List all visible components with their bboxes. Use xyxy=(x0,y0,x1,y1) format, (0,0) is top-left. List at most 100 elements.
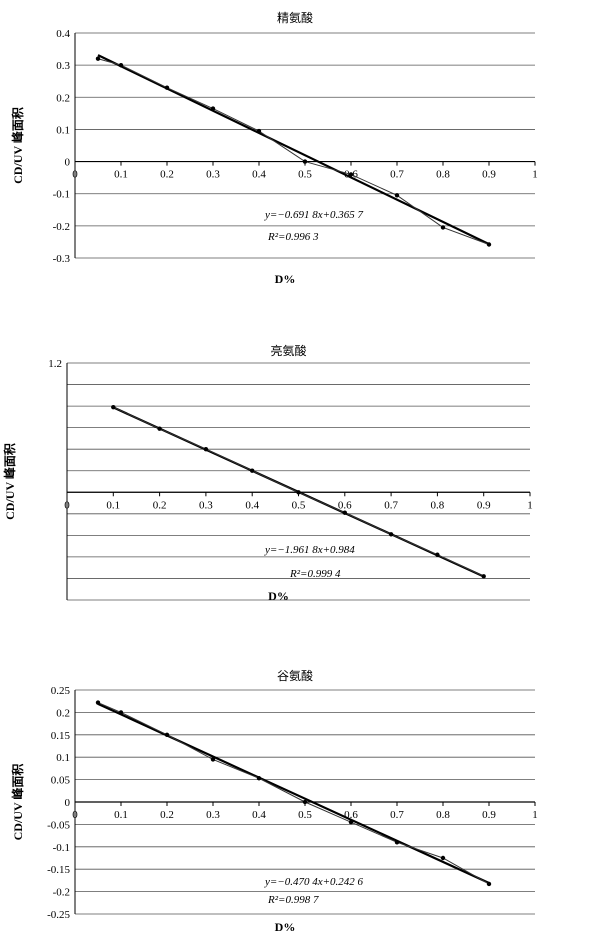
trend-line xyxy=(97,702,490,884)
y-tick-label: 0.1 xyxy=(56,124,70,136)
data-point xyxy=(348,172,354,177)
data-point xyxy=(256,776,262,781)
y-tick-label: -0.1 xyxy=(53,842,70,854)
x-tick-label: 1 xyxy=(527,499,533,511)
y-tick-label: 0.1 xyxy=(56,752,70,764)
chart-glutamic-svg: 谷氨酸 0.25 0.2 0.15 0.1 0.05 0 -0.05 -0.1 -0.15 -0.2… xyxy=(10,668,538,934)
data-point xyxy=(486,881,492,887)
data-point xyxy=(394,193,400,198)
x-tick-label: 0.8 xyxy=(436,169,450,181)
trendline-equation: y=−1.961 8x+0.984 xyxy=(264,544,355,556)
x-tick-label: 0.6 xyxy=(338,499,352,511)
y-tick-label: -0.3 xyxy=(53,253,71,265)
y-tick-label: 0.3 xyxy=(56,60,70,72)
x-tick-label: 0.3 xyxy=(206,169,220,181)
data-point xyxy=(342,510,347,515)
data-point xyxy=(95,56,101,61)
data-point xyxy=(388,532,394,537)
y-tick-label: 0.2 xyxy=(56,92,70,104)
chart-glutamic: 谷氨酸 0.25 0.2 0.15 0.1 0.05 0 -0.05 -0.1 -0.15 -0.2… xyxy=(0,660,596,940)
x-tick-label: 0.1 xyxy=(114,809,128,821)
data-point xyxy=(210,106,216,111)
x-tick-label: 0.9 xyxy=(477,499,491,511)
x-tick-label: 0.9 xyxy=(482,809,496,821)
chart-title: 谷氨酸 xyxy=(277,668,313,683)
series-line xyxy=(97,702,490,885)
data-point xyxy=(302,799,308,805)
data-point xyxy=(95,700,101,705)
x-tick-label: 0.9 xyxy=(482,169,496,181)
x-tick-label: 0.4 xyxy=(252,809,266,821)
y-axis-label: CD/UV 峰面积 xyxy=(2,443,17,520)
chart-leucine: 亮氨酸 1.2 0 0.1 0.2 0.3 0.4 0.5 0.6 0.7 0.8 0.9 1 y=−1.… xyxy=(0,335,596,620)
y-tick-label: 0.25 xyxy=(51,685,71,697)
r-squared-label: R²=0.999 4 xyxy=(289,568,341,580)
data-point xyxy=(348,819,354,825)
y-tick-label: 1.2 xyxy=(48,358,62,370)
y-tick-label: -0.05 xyxy=(47,819,70,831)
data-point xyxy=(118,62,124,68)
data-point xyxy=(440,225,446,230)
y-axis-label: CD/UV 峰面积 xyxy=(10,107,25,184)
x-tick-label: 0.5 xyxy=(298,169,312,181)
x-tick-label: 0.4 xyxy=(245,499,259,511)
y-tick-label: -0.15 xyxy=(47,864,70,876)
x-tick-label: 0 xyxy=(64,499,70,511)
y-tick-label: 0 xyxy=(65,157,71,169)
r-squared-label: R²=0.998 7 xyxy=(267,894,319,906)
x-tick-label: 0.3 xyxy=(199,499,213,511)
x-tick-label: 0.5 xyxy=(298,809,312,821)
x-tick-label: 1 xyxy=(532,169,538,181)
chart-leucine-svg: 亮氨酸 1.2 0 0.1 0.2 0.3 0.4 0.5 0.6 0.7 0.8 0.9 1 y=−1.… xyxy=(2,343,533,603)
y-tick-label: -0.2 xyxy=(53,887,70,899)
data-point xyxy=(250,468,255,473)
data-point xyxy=(296,490,301,495)
x-axis-label: D% xyxy=(268,589,289,603)
data-point xyxy=(157,426,162,431)
x-tick-label: 0.1 xyxy=(106,499,120,511)
trendline-equation: y=−0.691 8x+0.365 7 xyxy=(264,209,364,221)
x-tick-label: 0.4 xyxy=(252,169,266,181)
chart-arginine: 精氨酸 0.4 0.3 0.2 0.1 0 -0.1 -0.2 -0.3 0 0.1 0.2 0.3 0.… xyxy=(0,0,596,290)
x-tick-label: 0.8 xyxy=(436,809,450,821)
x-tick-label: 0.3 xyxy=(206,809,220,821)
data-point xyxy=(118,710,124,715)
y-tick-label: -0.1 xyxy=(53,189,70,201)
y-tick-label: 0.4 xyxy=(56,28,70,40)
x-axis-label: D% xyxy=(275,920,296,934)
x-tick-label: 1 xyxy=(532,809,538,821)
trend-line xyxy=(97,54,490,246)
data-point xyxy=(164,732,170,737)
data-point xyxy=(256,128,262,134)
trendline-equation: y=−0.470 4x+0.242 6 xyxy=(264,876,364,888)
data-point xyxy=(111,404,116,410)
y-axis-label: CD/UV 峰面积 xyxy=(10,764,25,841)
x-tick-label: 0.2 xyxy=(160,169,174,181)
x-tick-label: 0.8 xyxy=(431,499,445,511)
x-tick-label: 0.1 xyxy=(114,169,128,181)
x-tick-label: 0.2 xyxy=(160,809,174,821)
data-point xyxy=(394,840,400,845)
x-tick-label: 0 xyxy=(72,169,78,181)
chart-title: 精氨酸 xyxy=(277,10,313,25)
x-tick-label: 0.7 xyxy=(390,809,404,821)
data-point xyxy=(164,85,170,90)
y-tick-label: 0 xyxy=(65,797,71,809)
data-point xyxy=(210,757,216,762)
r-squared-label: R²=0.996 3 xyxy=(267,231,319,243)
y-tick-label: 0.05 xyxy=(51,775,71,787)
data-point xyxy=(302,159,308,164)
series-line xyxy=(97,58,490,245)
data-point xyxy=(440,855,446,861)
data-point xyxy=(481,574,486,579)
x-axis-label: D% xyxy=(275,272,296,286)
y-tick-label: 0.15 xyxy=(51,730,71,742)
x-tick-label: 0.2 xyxy=(153,499,167,511)
y-tick-label: 0.2 xyxy=(56,707,70,719)
x-tick-label: 0.7 xyxy=(390,169,404,181)
chart-title: 亮氨酸 xyxy=(270,343,306,358)
data-point xyxy=(486,242,492,247)
x-tick-label: 0.7 xyxy=(384,499,398,511)
data-point xyxy=(435,552,440,557)
